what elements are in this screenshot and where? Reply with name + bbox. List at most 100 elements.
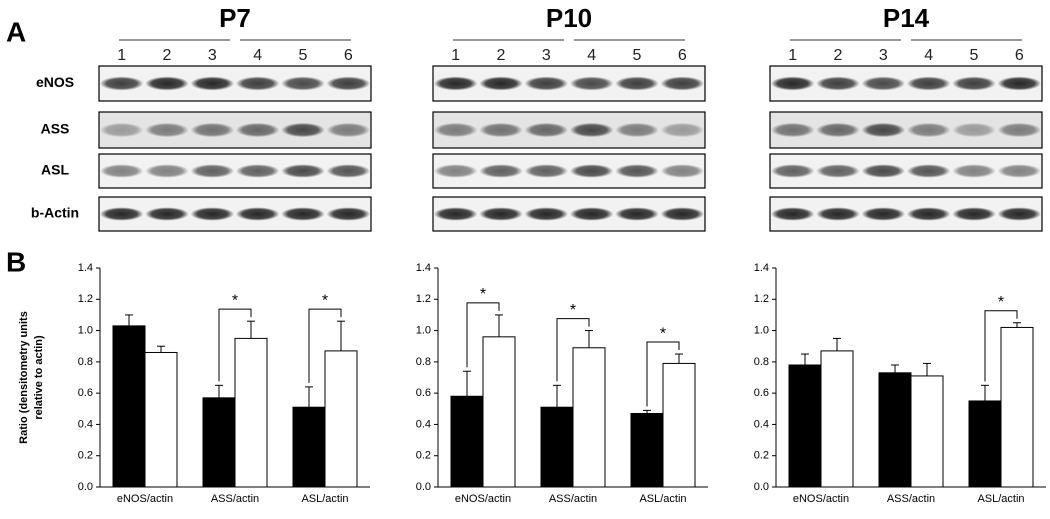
y-tick-label: 0.0 bbox=[416, 481, 431, 493]
x-tick-label: ASS/actin bbox=[887, 493, 935, 505]
band bbox=[906, 207, 951, 221]
bar bbox=[202, 397, 236, 488]
band bbox=[524, 207, 569, 221]
significance-bracket bbox=[646, 341, 680, 407]
panel-label: A bbox=[6, 16, 26, 47]
protein-label: ASS bbox=[41, 121, 70, 137]
lane-label: 1 bbox=[451, 47, 460, 64]
bar bbox=[324, 350, 358, 488]
band bbox=[479, 76, 523, 91]
x-tick-label: eNOS/actin bbox=[793, 493, 849, 505]
band bbox=[997, 122, 1042, 138]
bar bbox=[572, 347, 606, 488]
band bbox=[479, 207, 523, 221]
bar bbox=[820, 350, 854, 488]
x-tick-label: ASS/actin bbox=[211, 493, 259, 505]
lane-label: 3 bbox=[208, 47, 217, 64]
y-tick-label: 0.4 bbox=[754, 418, 769, 430]
significance-label: * bbox=[660, 325, 666, 342]
y-tick-label: 1.0 bbox=[754, 324, 769, 336]
y-tick-label: 0.2 bbox=[754, 450, 769, 462]
band bbox=[906, 76, 951, 91]
lane-label: 4 bbox=[587, 47, 596, 64]
significance-label: * bbox=[480, 286, 486, 303]
blot-title: P14 bbox=[883, 3, 930, 33]
bar bbox=[112, 325, 146, 488]
lane-label: 3 bbox=[879, 47, 888, 64]
significance-label: * bbox=[998, 294, 1004, 311]
blot-box bbox=[432, 153, 706, 189]
protein-label: b-Actin bbox=[31, 205, 79, 221]
blot-box bbox=[769, 111, 1043, 149]
blot-box bbox=[769, 196, 1043, 232]
y-tick-label: 0.8 bbox=[78, 356, 93, 368]
y-tick-label: 1.4 bbox=[78, 262, 93, 274]
significance-bracket bbox=[984, 310, 1018, 382]
blot-box bbox=[98, 153, 372, 189]
band bbox=[952, 122, 996, 138]
blot-title: P10 bbox=[546, 3, 592, 33]
y-tick-label: 0.2 bbox=[78, 450, 93, 462]
band bbox=[145, 164, 189, 178]
y-tick-label: 1.2 bbox=[754, 293, 769, 305]
band bbox=[281, 122, 325, 138]
x-tick-label: ASL/actin bbox=[977, 493, 1024, 505]
band bbox=[326, 164, 371, 178]
band bbox=[190, 122, 235, 138]
x-tick-label: ASS/actin bbox=[549, 493, 597, 505]
band bbox=[906, 122, 951, 138]
y-tick-label: 0.6 bbox=[754, 387, 769, 399]
band bbox=[145, 207, 189, 221]
significance-label: * bbox=[570, 302, 576, 319]
protein-label: eNOS bbox=[36, 74, 74, 90]
y-tick-label: 1.2 bbox=[78, 293, 93, 305]
band bbox=[433, 207, 478, 221]
lane-label: 2 bbox=[163, 47, 172, 64]
y-tick-label: 0.2 bbox=[416, 450, 431, 462]
band bbox=[190, 76, 235, 91]
band bbox=[281, 207, 325, 221]
band bbox=[433, 76, 478, 91]
band bbox=[99, 76, 144, 91]
band bbox=[569, 76, 614, 91]
band bbox=[770, 164, 815, 178]
band bbox=[190, 207, 235, 221]
significance-bracket bbox=[308, 308, 342, 383]
band bbox=[479, 122, 523, 138]
lane-label: 1 bbox=[788, 47, 797, 64]
y-tick-label: 0.6 bbox=[78, 387, 93, 399]
band bbox=[615, 207, 659, 221]
band bbox=[660, 76, 705, 91]
band bbox=[952, 76, 996, 91]
y-tick-label: 0.4 bbox=[78, 418, 93, 430]
band bbox=[660, 164, 705, 178]
band bbox=[861, 164, 906, 178]
band bbox=[569, 122, 614, 138]
band bbox=[145, 76, 189, 91]
band bbox=[235, 76, 280, 91]
band bbox=[615, 122, 659, 138]
band bbox=[190, 164, 235, 178]
lane-label: 2 bbox=[834, 47, 843, 64]
lane-label: 5 bbox=[970, 47, 979, 64]
y-tick-label: 0.0 bbox=[78, 481, 93, 493]
bar bbox=[144, 351, 178, 488]
bar bbox=[482, 336, 516, 488]
lane-label: 6 bbox=[678, 47, 687, 64]
band bbox=[524, 164, 569, 178]
protein-label: ASL bbox=[41, 162, 69, 178]
y-tick-label: 0.0 bbox=[754, 481, 769, 493]
band bbox=[997, 207, 1042, 221]
band bbox=[479, 164, 523, 178]
bar bbox=[788, 364, 822, 488]
significance-label: * bbox=[232, 292, 238, 309]
band bbox=[997, 76, 1042, 91]
bar bbox=[450, 395, 484, 488]
band bbox=[326, 76, 371, 91]
band bbox=[326, 122, 371, 138]
y-tick-label: 0.4 bbox=[416, 418, 431, 430]
lane-label: 1 bbox=[117, 47, 126, 64]
panel-label: B bbox=[6, 246, 26, 277]
significance-label: * bbox=[322, 292, 328, 309]
blot-box bbox=[769, 65, 1043, 102]
